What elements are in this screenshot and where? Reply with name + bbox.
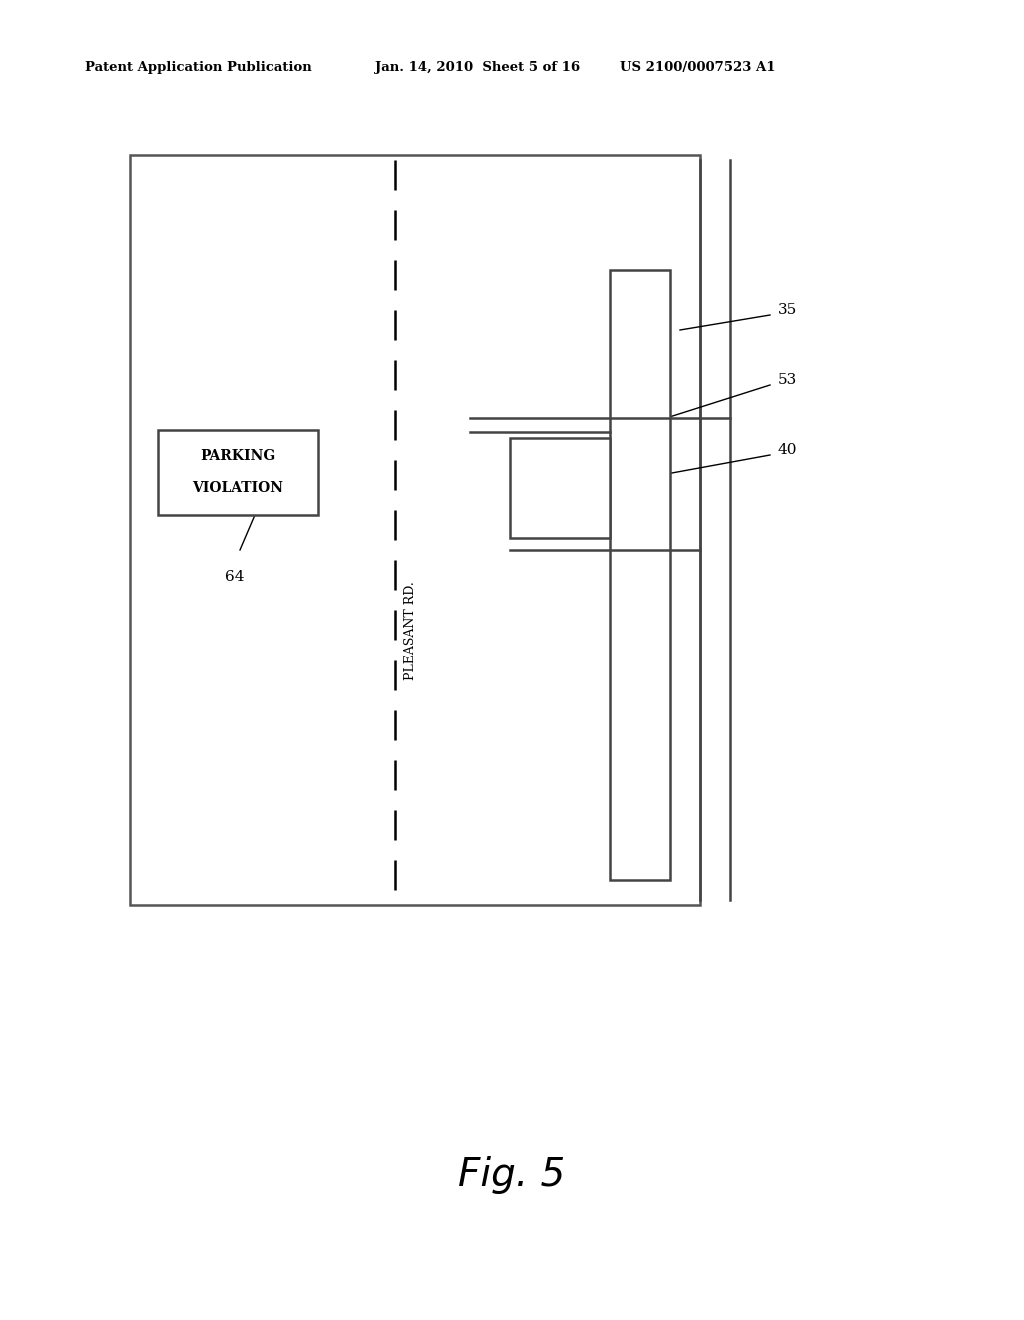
Text: 64: 64 [225, 570, 245, 583]
Bar [610, 271, 670, 880]
Bar [510, 438, 610, 539]
Text: US 2100/0007523 A1: US 2100/0007523 A1 [620, 62, 775, 74]
Text: Fig. 5: Fig. 5 [459, 1156, 565, 1195]
Text: VIOLATION: VIOLATION [193, 482, 284, 495]
Text: PLEASANT RD.: PLEASANT RD. [403, 581, 417, 680]
Bar [158, 430, 318, 515]
Bar [130, 154, 700, 906]
Text: 35: 35 [778, 304, 798, 317]
Text: Jan. 14, 2010  Sheet 5 of 16: Jan. 14, 2010 Sheet 5 of 16 [375, 62, 581, 74]
Text: PARKING: PARKING [201, 450, 275, 463]
Text: 40: 40 [778, 444, 798, 457]
Text: Patent Application Publication: Patent Application Publication [85, 62, 311, 74]
Text: 53: 53 [778, 374, 798, 387]
